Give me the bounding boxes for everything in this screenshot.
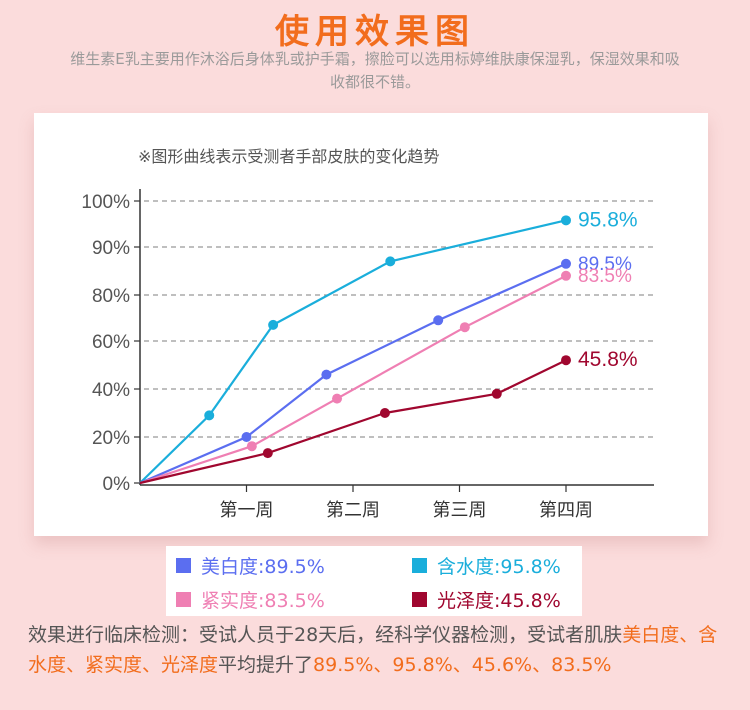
end-value-label: 83.5% (578, 266, 632, 287)
summary-text-2: 平均提升了 (218, 654, 314, 676)
data-point (241, 432, 252, 442)
y-tick-label: 0% (103, 474, 131, 495)
y-tick-label: 60% (92, 332, 130, 353)
y-tick-label: 20% (92, 428, 130, 449)
series-line (139, 219, 567, 484)
end-value-label: 95.8% (578, 208, 638, 231)
clinical-summary: 效果进行临床检测：受试人员于28天后，经科学仪器检测，受试者肌肤美白度、含水度、… (28, 620, 728, 680)
end-value-label: 89.5% (578, 254, 632, 275)
legend-swatch (412, 591, 427, 607)
data-point (321, 369, 332, 380)
y-tick-label: 90% (92, 238, 130, 259)
legend-item-moisture: 含水度:95.8% (412, 550, 561, 580)
legend-item-gloss: 光泽度:45.8% (412, 584, 561, 614)
data-point (561, 270, 571, 281)
data-point (262, 448, 273, 459)
data-point (332, 393, 343, 404)
end-value-label: 45.8% (578, 348, 638, 371)
y-tick-label: 40% (92, 380, 130, 401)
data-point (433, 315, 444, 326)
series-line (139, 274, 567, 485)
x-tick-label: 第三周 (433, 500, 487, 521)
summary-highlight-metrics: 美白度、含水度、紧实度、光泽度 (28, 624, 718, 676)
data-point (561, 258, 571, 269)
chart-card: ※图形曲线表示受测者手部皮肤的变化趋势 0% 20% 40% 60% 80% 90% 100… (34, 113, 708, 536)
chart-note: ※图形曲线表示受测者手部皮肤的变化趋势 (138, 147, 440, 166)
x-tick-label: 第一周 (220, 500, 274, 521)
data-point (491, 388, 502, 399)
legend-swatch (176, 591, 191, 607)
data-point (246, 441, 257, 452)
summary-text: 效果进行临床检测：受试人员于28天后，经科学仪器检测，受试者肌肤 (28, 624, 623, 646)
legend-label: 紧实度:83.5% (201, 589, 325, 612)
data-point (204, 410, 215, 421)
y-tick-label: 100% (81, 192, 130, 213)
x-tick-label: 第二周 (326, 500, 380, 521)
data-point (379, 408, 390, 418)
legend-swatch (412, 557, 427, 573)
data-point (385, 256, 396, 267)
data-point (561, 355, 571, 366)
line-chart: 0% 20% 40% 60% 80% 90% 100% 第一周 第二周 第三周 第四周 95.8% 89… (81, 189, 654, 521)
page-subtitle: 维生素E乳主要用作沐浴后身体乳或护手霜，擦脸可以选用标婷维肤康保湿乳，保湿效果和… (70, 50, 680, 91)
y-tick-label: 80% (92, 286, 130, 307)
data-point (561, 215, 571, 226)
legend-item-firmness: 紧实度:83.5% (176, 584, 325, 614)
page-title: 使用效果图 (275, 12, 475, 52)
series-line (139, 262, 567, 485)
legend-label: 美白度:89.5% (201, 555, 325, 578)
legend-item-whitening: 美白度:89.5% (176, 550, 325, 580)
legend-label: 光泽度:45.8% (437, 589, 561, 612)
legend-swatch (176, 557, 191, 573)
data-point (268, 319, 279, 330)
data-point (459, 322, 470, 333)
summary-highlight-values: 89.5%、95.8%、45.6%、83.5% (313, 654, 612, 676)
legend-label: 含水度:95.8% (437, 555, 561, 578)
legend: 美白度:89.5% 含水度:95.8% 紧实度:83.5% 光泽度:45.8% (166, 546, 582, 616)
x-tick-label: 第四周 (539, 500, 593, 521)
